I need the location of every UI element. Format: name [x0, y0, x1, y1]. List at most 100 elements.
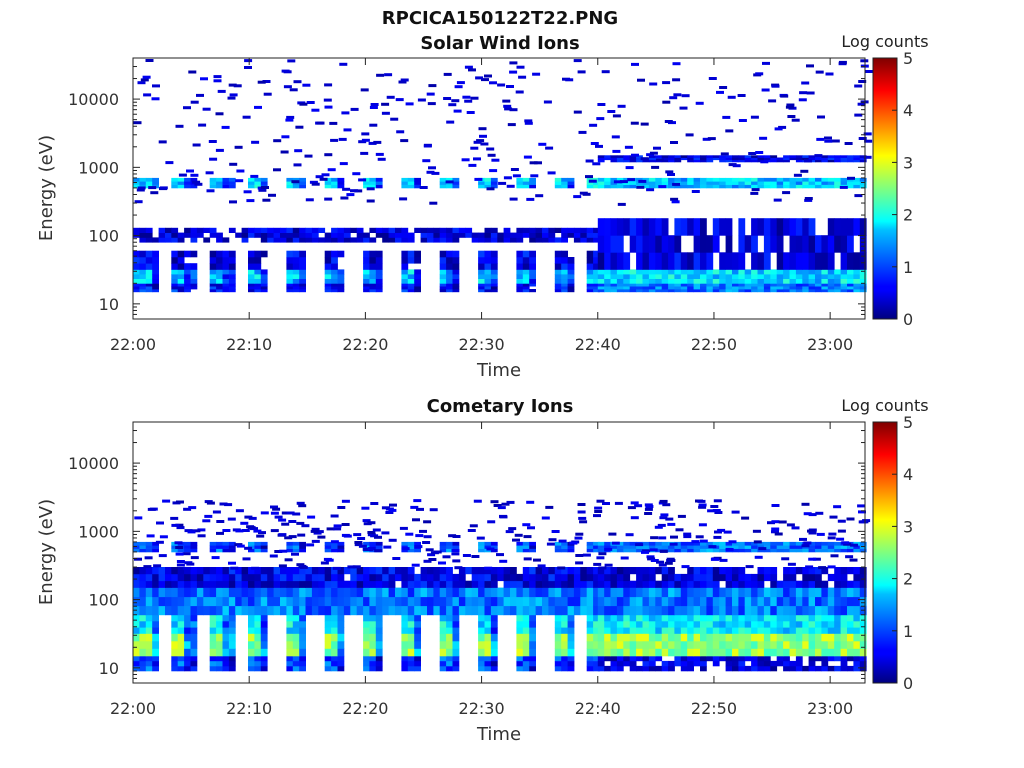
heatmap-cell [674, 269, 682, 275]
heatmap-cell [640, 157, 649, 161]
heatmap-cell [222, 541, 230, 546]
heatmap-cell [687, 660, 694, 667]
heatmap-cell [807, 529, 815, 533]
heatmap-cell [597, 157, 605, 161]
heatmap-cell [139, 621, 147, 628]
heatmap-cell [833, 505, 842, 509]
heatmap-cell [732, 548, 739, 553]
heatmap-cell [452, 627, 460, 634]
heatmap-cell [795, 235, 803, 253]
heatmap-cell [446, 567, 453, 575]
heatmap-cell [133, 648, 140, 657]
heatmap-cell [329, 121, 338, 125]
heatmap-cell [331, 289, 338, 293]
heatmap-cell [700, 573, 707, 582]
heatmap-cell [401, 547, 410, 551]
heatmap-cell [446, 269, 453, 275]
heatmap-cell [586, 545, 594, 549]
heatmap-cell [763, 665, 771, 672]
heatmap-cell [616, 587, 624, 598]
heatmap-cell [783, 157, 790, 161]
heatmap-cells [133, 59, 873, 293]
heatmap-cell [319, 177, 328, 181]
heatmap-cell [783, 181, 790, 185]
heatmap-cell [503, 596, 511, 607]
heatmap-cell [719, 596, 726, 607]
heatmap-cell [254, 648, 262, 657]
heatmap-cell [655, 155, 663, 158]
heatmap-cell [751, 181, 758, 185]
heatmap-cell [228, 660, 236, 667]
heatmap-cell [770, 235, 778, 253]
heatmap-cell [706, 614, 714, 622]
heatmap-cell [827, 159, 835, 163]
heatmap-cell [190, 541, 198, 546]
heatmap-cell [439, 648, 447, 657]
heatmap-cell [209, 286, 217, 290]
heatmap-cell [586, 283, 594, 287]
heatmap-cell [854, 194, 863, 198]
heatmap-cell [215, 112, 224, 116]
heatmap-cell [363, 278, 370, 284]
heatmap-cell [667, 522, 676, 526]
heatmap-cell [388, 567, 396, 575]
heatmap-cell [762, 61, 770, 65]
heatmap-cell [333, 527, 342, 531]
heatmap-cell [847, 274, 854, 279]
heatmap-cell [668, 289, 675, 293]
heatmap-cell [655, 580, 663, 588]
heatmap-cell [567, 596, 575, 607]
heatmap-cell [535, 194, 544, 198]
heatmap-cell [853, 159, 861, 163]
colorbar [872, 421, 898, 684]
heatmap-cell [292, 257, 300, 264]
heatmap-cell [660, 513, 669, 517]
heatmap-cell [561, 627, 568, 634]
heatmap-cell [535, 580, 543, 588]
heatmap-cell [732, 252, 739, 270]
heatmap-cell [532, 72, 541, 76]
heatmap-cell [427, 580, 434, 588]
heatmap-cell [369, 237, 377, 243]
heatmap-cell [490, 181, 498, 185]
x-tick-label: 23:00 [807, 335, 853, 354]
colorbar-tick-label: 5 [903, 413, 913, 432]
heatmap-cell [427, 553, 436, 557]
heatmap-cell [732, 159, 739, 163]
heatmap-cell [795, 283, 803, 287]
heatmap-cell [219, 502, 228, 506]
heatmap-cell [648, 159, 656, 163]
heatmap-cell [673, 93, 682, 97]
heatmap-cell [139, 227, 147, 233]
heatmap-cell [152, 580, 159, 588]
heatmap-cell [561, 633, 568, 642]
heatmap-cell [610, 157, 618, 161]
heatmap-cell [324, 237, 332, 243]
heatmap-cell [821, 274, 829, 279]
heatmap-cell [248, 580, 255, 588]
heatmap-cell [670, 197, 679, 201]
heatmap-cell [763, 660, 771, 667]
heatmap-cell [215, 148, 224, 152]
heatmap-cell [512, 538, 520, 542]
heatmap-cell [687, 177, 694, 182]
heatmap-cell [648, 660, 656, 667]
heatmap-cell [254, 283, 262, 287]
heatmap-cell [625, 166, 634, 170]
heatmap-cell [256, 534, 265, 538]
heatmap-cell [341, 499, 350, 503]
heatmap-cell [732, 573, 739, 582]
heatmap-cell [343, 567, 351, 575]
heatmap-cell [260, 614, 268, 622]
heatmap-cell [586, 596, 594, 607]
heatmap-cell [859, 548, 867, 553]
heatmap-cell [761, 88, 770, 92]
heatmap-cell [802, 181, 810, 185]
heatmap-cell [198, 123, 207, 127]
heatmap-cell [631, 62, 639, 66]
heatmap-cell [235, 179, 244, 183]
heatmap-cell [827, 283, 835, 287]
heatmap-cell [770, 614, 778, 622]
heatmap-cell [452, 587, 460, 598]
heatmap-cell [516, 177, 524, 182]
